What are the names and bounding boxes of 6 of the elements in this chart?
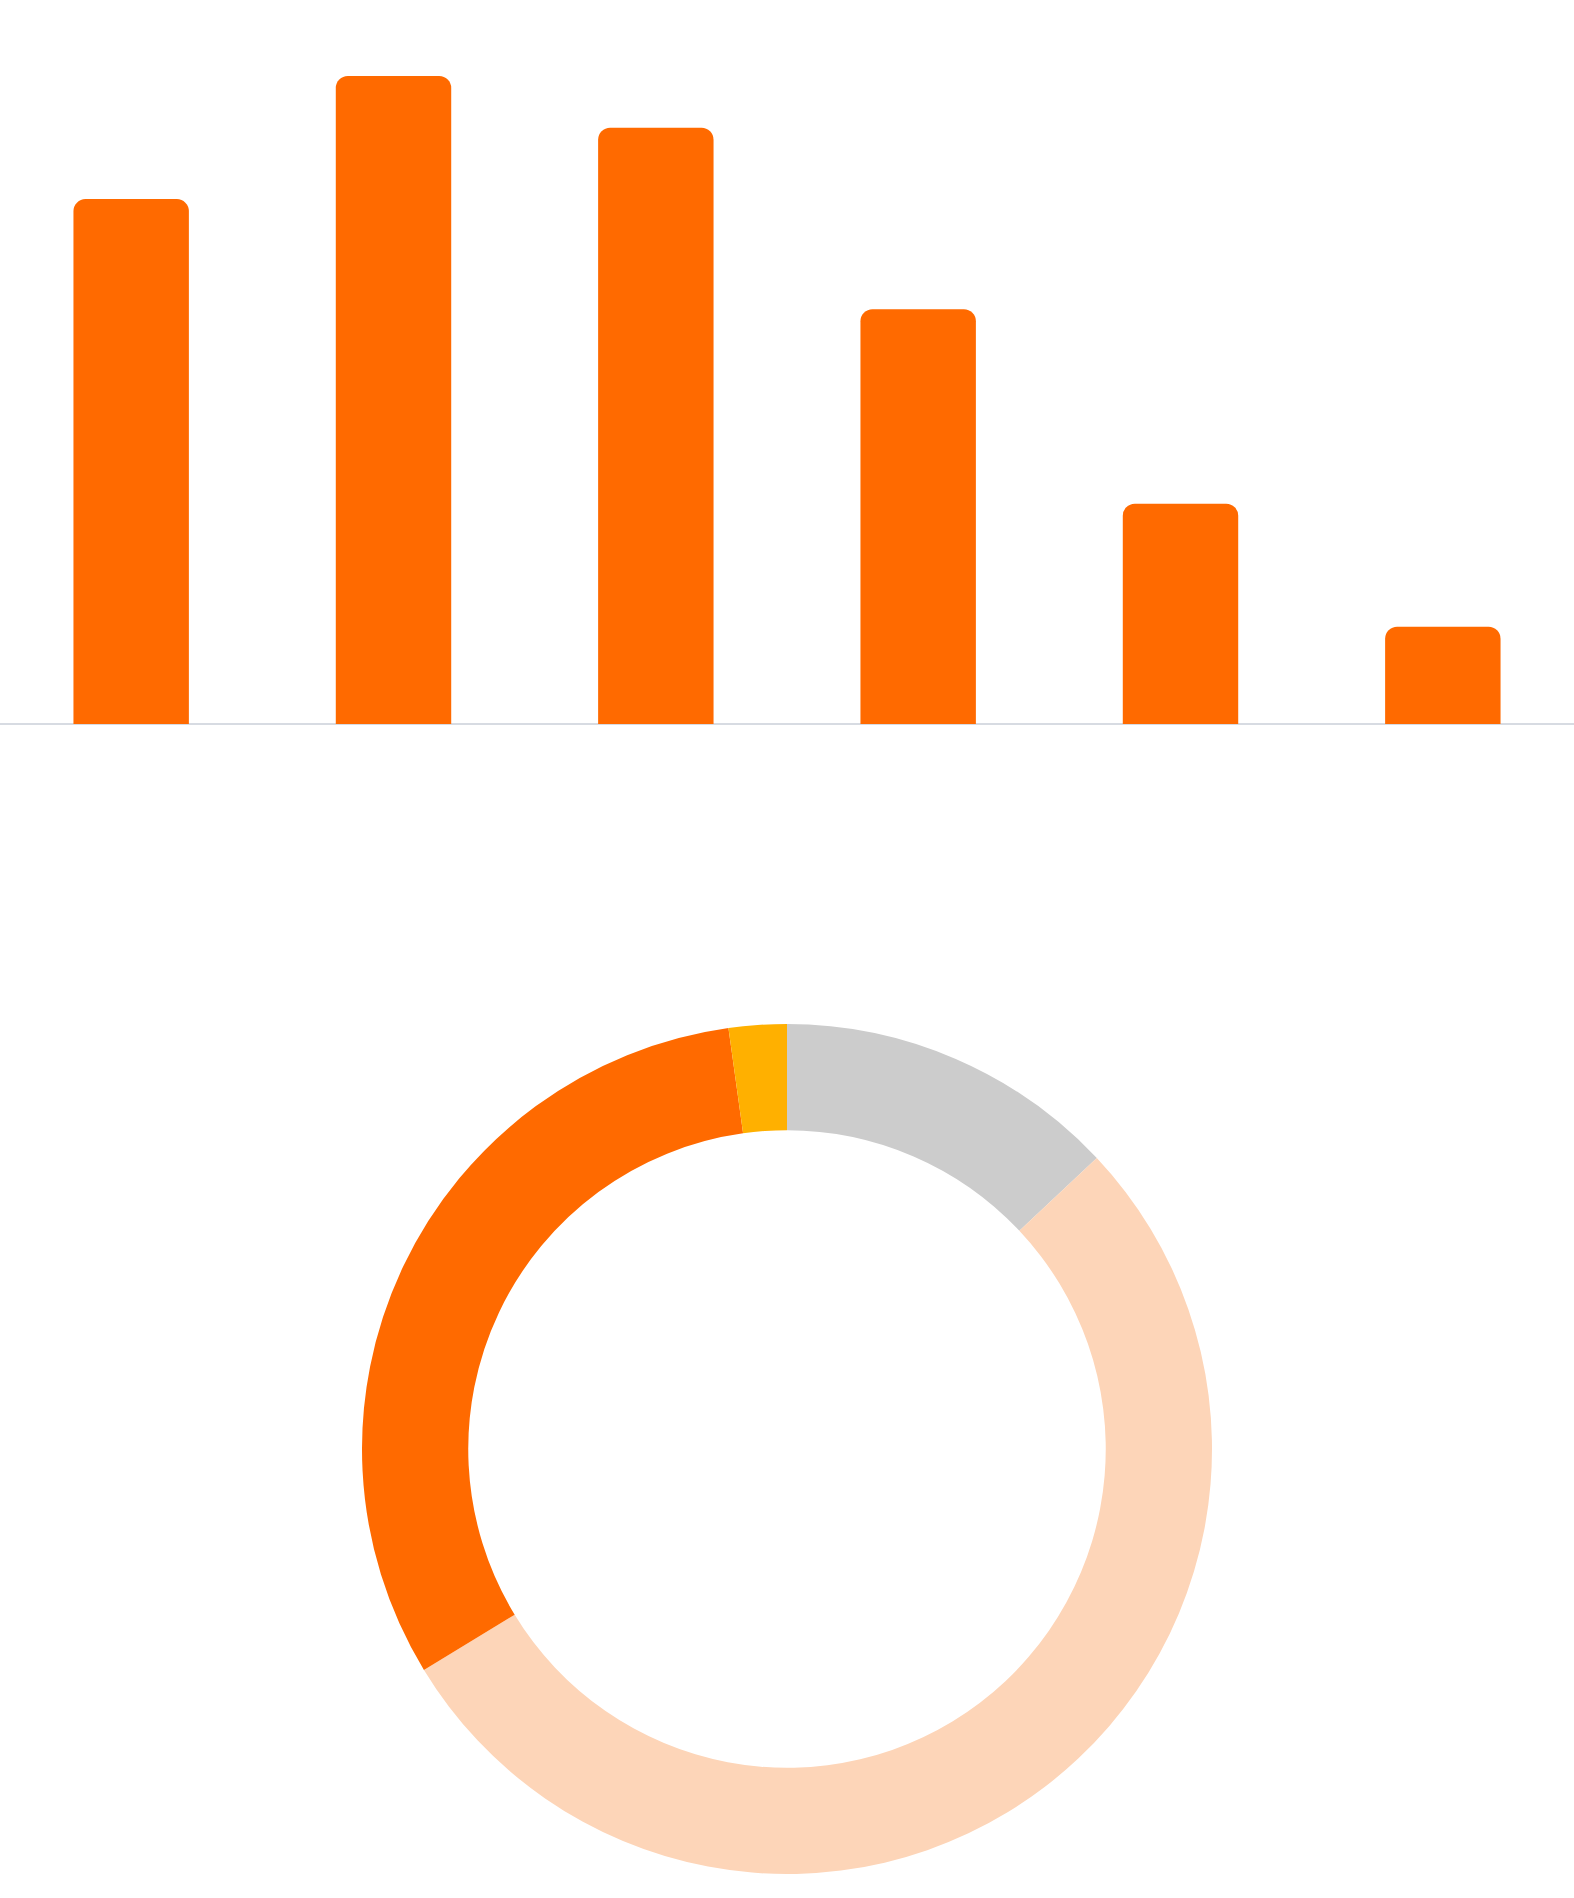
bar [1385, 626, 1501, 724]
bar [598, 127, 714, 724]
bar [73, 199, 189, 724]
bar [1122, 503, 1239, 724]
bar [335, 76, 452, 724]
bar [860, 309, 976, 724]
